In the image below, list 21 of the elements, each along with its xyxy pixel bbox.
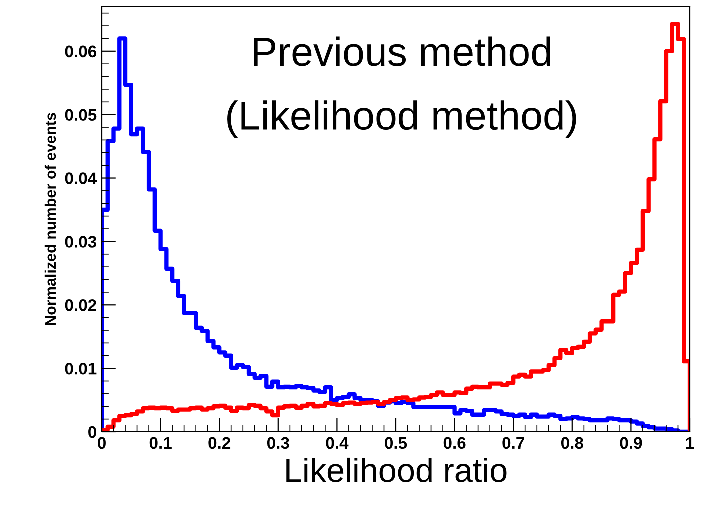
y-tick-label: 0.02 xyxy=(65,300,96,312)
x-tick-label: 0 xyxy=(98,437,106,450)
x-tick-label: 0.6 xyxy=(444,437,466,450)
y-tick-label: 0.04 xyxy=(65,172,98,184)
x-axis-title: Likelihood ratio xyxy=(286,458,507,482)
x-tick-label: 0.9 xyxy=(620,437,642,450)
y-axis-title: Normalized number of events xyxy=(44,113,56,326)
y-tick-label: 0.06 xyxy=(65,46,97,58)
x-tick-label: 0.5 xyxy=(385,437,408,450)
y-tick-label: 0.03 xyxy=(65,236,97,248)
text: Previous method (Likelihood method) xyxy=(228,36,576,138)
x-tick-label: 0.8 xyxy=(561,437,584,450)
x-tick-label: 0.1 xyxy=(150,437,172,450)
x-tick-label: 1 xyxy=(686,437,694,449)
x-tick-label: 0.2 xyxy=(208,437,231,450)
x-tick-label: 0.7 xyxy=(502,437,524,450)
x-tick-label: 0.4 xyxy=(326,437,349,450)
x-tick-label: 0.3 xyxy=(267,437,290,450)
y-tick-label: 0.01 xyxy=(65,362,97,375)
y-tick-label: 0.05 xyxy=(65,109,97,122)
y-tick-label: 0 xyxy=(88,426,96,438)
